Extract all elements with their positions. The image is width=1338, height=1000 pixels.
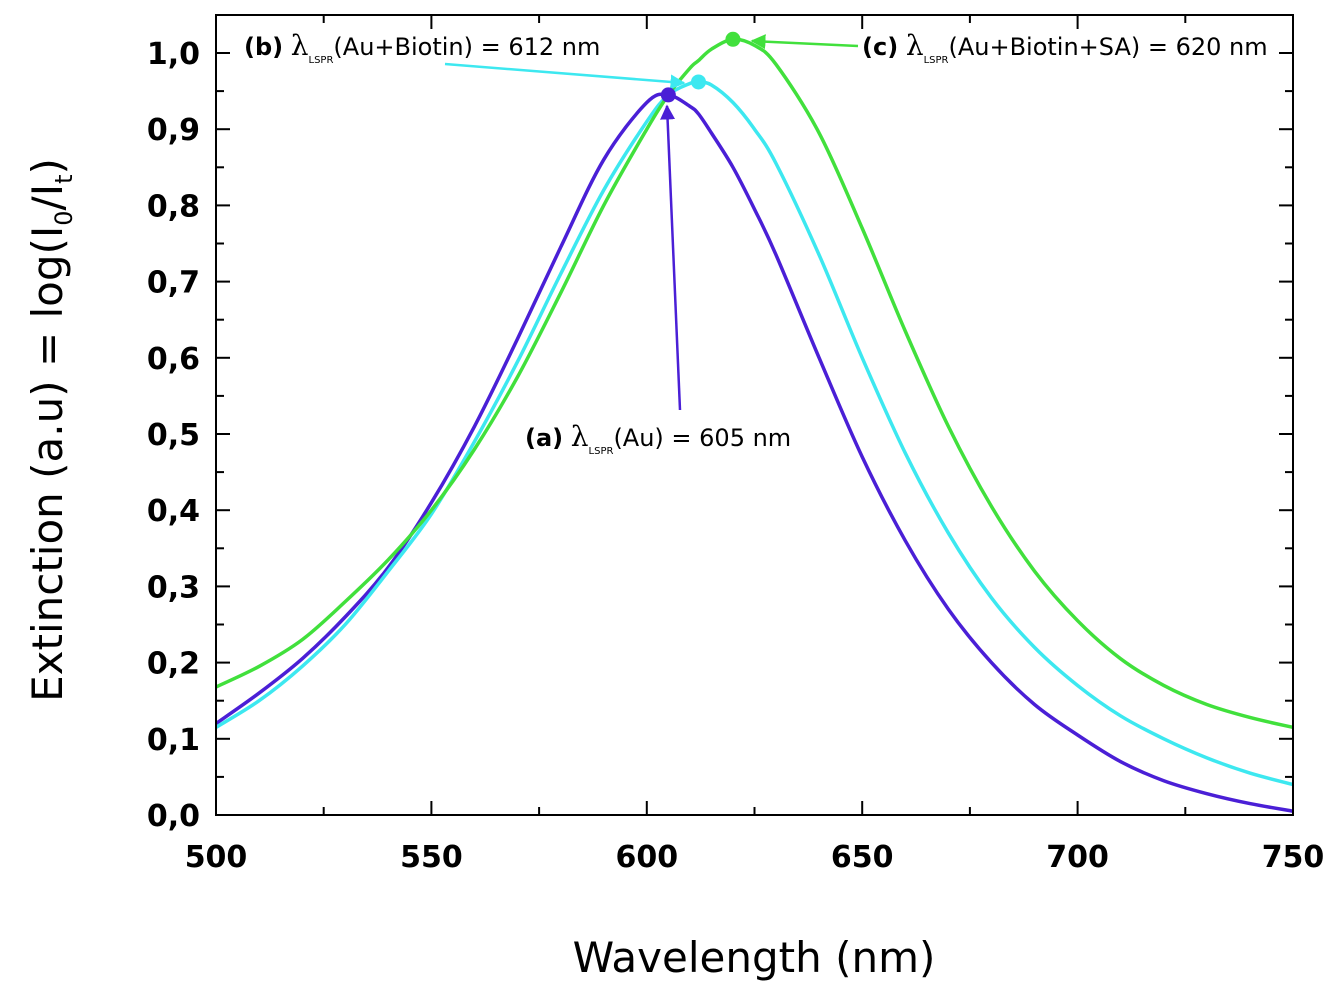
y-tick-label: 0,3 xyxy=(147,570,200,605)
x-tick-label: 600 xyxy=(615,840,678,875)
annotation-c: (c) λLSPR(Au+Biotin+SA) = 620 nm xyxy=(862,29,1268,66)
series-c-au-biotin-sa-peak-point xyxy=(725,31,741,47)
x-tick-label: 750 xyxy=(1262,840,1325,875)
x-tick-label: 500 xyxy=(185,840,248,875)
x-axis-title: Wavelength (nm) xyxy=(573,933,936,982)
y-tick-label: 0,0 xyxy=(147,799,200,834)
y-tick-label: 0,7 xyxy=(147,266,200,301)
x-tick-label: 550 xyxy=(400,840,463,875)
peak-markers xyxy=(660,31,741,103)
series-c-au-biotin-sa-arrow xyxy=(750,34,859,50)
annotation-arrows xyxy=(444,34,859,411)
series-a-au-arrow xyxy=(660,104,682,411)
series-b-au-biotin-peak-point xyxy=(690,74,706,90)
series-c-au-biotin-sa-line xyxy=(215,37,1294,730)
series-b-au-biotin-arrow xyxy=(444,62,686,90)
y-tick-label: 0,1 xyxy=(147,723,200,758)
x-tick-labels: 500 550 600 650 700 750 xyxy=(185,840,1325,875)
y-tick-label: 0,8 xyxy=(147,189,200,224)
annotation-a: (a) λLSPR(Au) = 605 nm xyxy=(525,420,791,457)
y-tick-label: 0,4 xyxy=(147,494,200,529)
axis-ticks xyxy=(215,15,1294,816)
y-tick-labels: 0,0 0,1 0,2 0,3 0,4 0,5 0,6 0,7 0,8 0,9 1,0 xyxy=(147,37,200,834)
annotation-b: (b) λLSPR(Au+Biotin) = 612 nm xyxy=(244,29,600,66)
y-tick-label: 1,0 xyxy=(147,37,200,72)
y-tick-label: 0,2 xyxy=(147,647,200,682)
series-b-au-biotin-line xyxy=(215,80,1294,787)
y-tick-label: 0,6 xyxy=(147,342,200,377)
x-tick-label: 700 xyxy=(1046,840,1109,875)
series-a-au-peak-point xyxy=(660,87,676,103)
plot-frame xyxy=(215,14,1294,816)
y-tick-label: 0,5 xyxy=(147,418,200,453)
series-a-au-line xyxy=(214,92,1294,813)
x-tick-label: 650 xyxy=(831,840,894,875)
y-axis-title: Extinction (a.u) = log(I0/It) xyxy=(23,158,78,702)
y-tick-label: 0,9 xyxy=(147,113,200,148)
